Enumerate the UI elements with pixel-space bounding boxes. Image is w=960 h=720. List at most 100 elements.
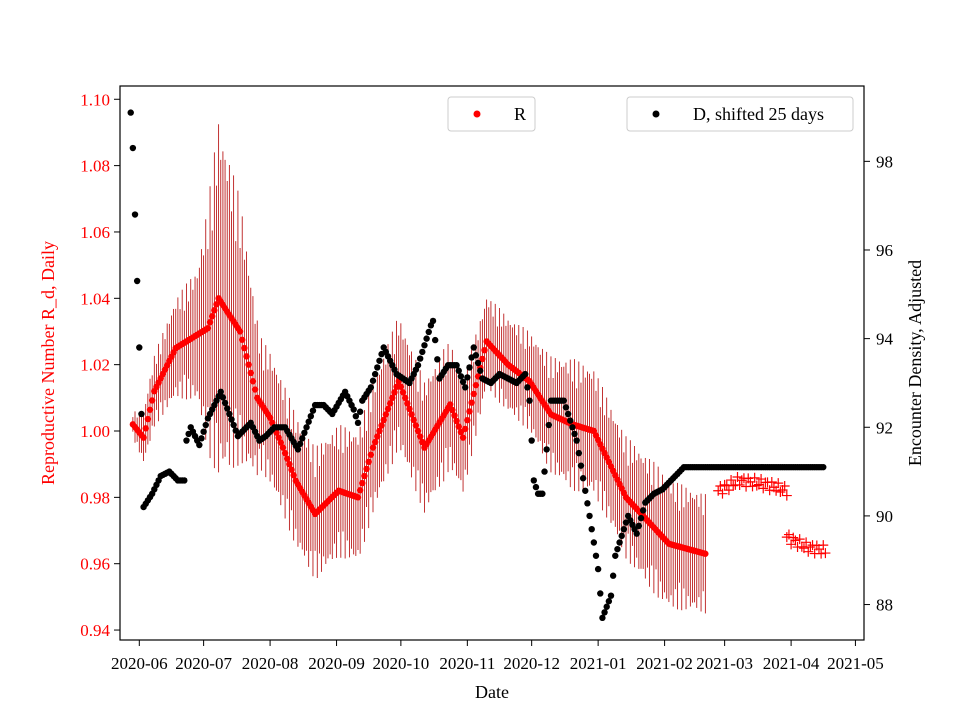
y-left-tick-label: 1.06	[80, 223, 110, 242]
x-tick-label: 2021-02	[636, 654, 693, 673]
d-point	[528, 437, 535, 444]
plot-frame	[119, 85, 865, 641]
d-point	[305, 418, 312, 425]
r-forecast-point	[736, 475, 747, 486]
r-point	[380, 416, 387, 424]
d-point	[464, 374, 471, 381]
r-point	[241, 344, 248, 352]
x-tick-label: 2020-09	[308, 654, 365, 673]
r-forecast-point	[790, 535, 801, 546]
r-point	[142, 425, 149, 432]
y-right-tick-label: 92	[876, 418, 893, 437]
d-point	[616, 539, 623, 546]
d-point	[455, 367, 462, 374]
d-point	[356, 408, 364, 415]
y-right-tick-label: 88	[876, 596, 893, 615]
d-point	[592, 552, 600, 559]
d-point	[307, 412, 315, 420]
r-point	[378, 422, 385, 429]
d-point	[453, 362, 460, 369]
legend-r-frame	[447, 96, 536, 132]
d-point	[524, 384, 531, 391]
y-left-tick-label: 1.04	[80, 289, 110, 308]
x-tick-label: 2021-05	[827, 654, 884, 673]
legend-d-frame	[626, 96, 854, 132]
d-point	[224, 405, 231, 412]
d-point	[541, 468, 548, 475]
x-tick-label: 2020-11	[439, 654, 495, 673]
r-point	[384, 405, 392, 413]
r-point	[371, 438, 379, 446]
x-axis: 2020-06 2020-07 2020-08 2020-09 2020-10 2020-…	[111, 640, 884, 673]
r-point	[251, 386, 259, 393]
x-tick-label: 2021-04	[763, 654, 820, 673]
d-point	[414, 362, 422, 369]
r-point	[281, 449, 289, 457]
legend-r-marker	[473, 110, 481, 118]
r-forecast-point	[820, 548, 831, 559]
y-left-tick-label: 1.02	[80, 356, 110, 375]
r-point	[365, 458, 372, 466]
d-point	[569, 424, 576, 431]
r-point	[466, 408, 473, 415]
r-point	[453, 417, 460, 425]
r-point	[464, 416, 471, 424]
d-point	[582, 487, 589, 494]
d-point	[369, 377, 377, 384]
r-forecast-point	[717, 488, 728, 499]
r-point	[401, 394, 409, 402]
y-left-tick-label: 0.98	[80, 488, 110, 507]
r-point	[354, 494, 362, 501]
d-point	[607, 592, 615, 599]
r-point	[451, 412, 458, 419]
d-point	[303, 424, 310, 431]
x-tick-label: 2020-06	[111, 654, 168, 673]
r-point	[284, 455, 291, 462]
d-point	[421, 342, 428, 349]
y-left-tick-label: 1.08	[80, 157, 110, 176]
r-point	[386, 400, 394, 407]
d-point	[133, 277, 141, 285]
d-point	[571, 430, 578, 438]
d-point	[543, 446, 550, 453]
d-point	[301, 429, 308, 437]
d-point	[562, 404, 570, 411]
plot-area	[127, 109, 831, 622]
r-point	[288, 466, 295, 473]
r-point	[472, 381, 480, 389]
r-forecast-point	[723, 485, 734, 496]
y-right-tick-label: 98	[876, 152, 893, 171]
r-point	[374, 433, 381, 440]
r-point	[290, 472, 297, 479]
d-point	[564, 410, 572, 418]
d-point	[371, 370, 379, 378]
d-point	[350, 406, 357, 413]
x-tick-label: 2020-07	[175, 654, 232, 673]
r-forecast-point	[726, 475, 737, 486]
r-forecast-point	[758, 483, 769, 494]
d-point	[584, 500, 591, 507]
r-point	[449, 406, 456, 414]
r-forecast-point	[794, 534, 805, 545]
d-point	[820, 463, 827, 471]
d-point	[586, 512, 593, 520]
d-point	[374, 364, 381, 371]
y-right-tick-label: 90	[876, 507, 893, 526]
r-point	[455, 423, 462, 430]
d-point	[419, 348, 426, 356]
d-point	[226, 410, 233, 418]
r-forecast-point	[749, 472, 760, 483]
r-point	[286, 460, 293, 468]
d-point	[618, 532, 625, 540]
r-forecast-point	[775, 487, 786, 498]
d-point	[477, 367, 484, 374]
d-point	[474, 359, 482, 367]
r-forecast-point	[745, 476, 756, 487]
d-point	[575, 449, 583, 457]
d-point	[131, 211, 139, 218]
d-point	[470, 344, 477, 351]
r-forecast-point	[747, 481, 758, 492]
r-point	[361, 472, 368, 480]
d-point	[425, 328, 432, 336]
y-axis-right-label: Encounter Density, Adjusted	[905, 260, 925, 466]
